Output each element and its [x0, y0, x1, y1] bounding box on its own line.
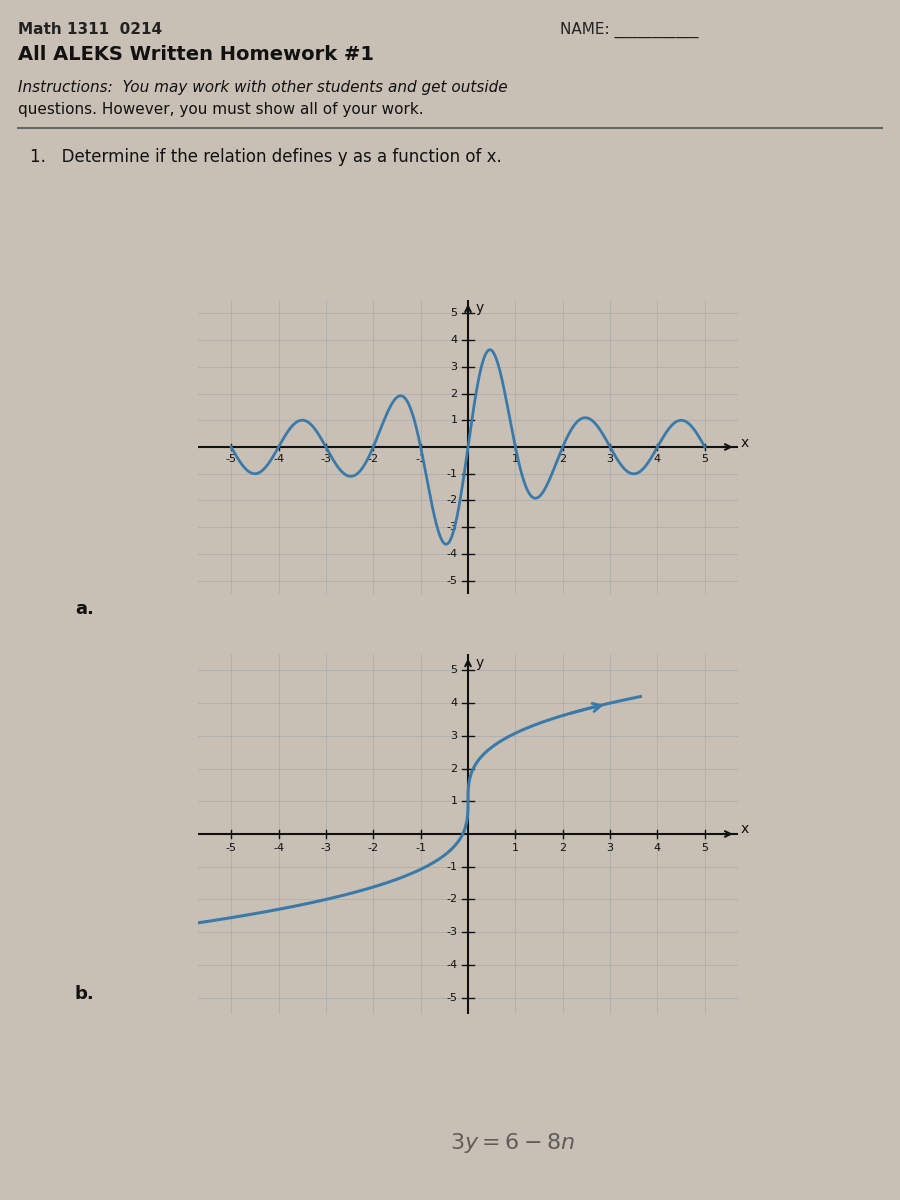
Text: -3: -3: [446, 928, 457, 937]
Text: 2: 2: [451, 763, 457, 774]
Text: 1.   Determine if the relation defines y as a function of x.: 1. Determine if the relation defines y a…: [30, 148, 502, 166]
Text: -4: -4: [273, 844, 284, 853]
Text: 1: 1: [512, 844, 519, 853]
Text: 4: 4: [654, 844, 661, 853]
Text: x: x: [741, 822, 749, 836]
Text: 3: 3: [607, 844, 614, 853]
Text: 3: 3: [451, 731, 457, 740]
Text: x: x: [741, 436, 749, 450]
Text: $3y=6-8n$: $3y=6-8n$: [450, 1130, 575, 1154]
Text: All ALEKS Written Homework #1: All ALEKS Written Homework #1: [18, 44, 374, 64]
Text: 5: 5: [451, 665, 457, 676]
Text: NAME: ___________: NAME: ___________: [560, 22, 698, 38]
Text: Instructions:  You may work with other students and get outside: Instructions: You may work with other st…: [18, 80, 508, 95]
Text: 1: 1: [451, 415, 457, 425]
Text: questions. However, you must show all of your work.: questions. However, you must show all of…: [18, 102, 424, 116]
Text: -4: -4: [446, 548, 457, 559]
Text: -3: -3: [446, 522, 457, 532]
Text: 3: 3: [607, 455, 614, 464]
Text: 4: 4: [451, 335, 457, 346]
Text: -1: -1: [446, 862, 457, 871]
Text: 4: 4: [654, 455, 661, 464]
Text: -5: -5: [226, 844, 237, 853]
Text: -4: -4: [446, 960, 457, 970]
Text: -1: -1: [446, 469, 457, 479]
Text: 5: 5: [701, 844, 708, 853]
Text: -3: -3: [320, 455, 331, 464]
Text: 1: 1: [451, 797, 457, 806]
Text: a.: a.: [75, 600, 94, 618]
Text: -5: -5: [226, 455, 237, 464]
Text: -2: -2: [368, 455, 379, 464]
Text: 2: 2: [451, 389, 457, 398]
Text: 3: 3: [451, 362, 457, 372]
Text: 1: 1: [512, 455, 519, 464]
Text: b.: b.: [75, 985, 94, 1003]
Text: 2: 2: [559, 455, 566, 464]
Text: 5: 5: [451, 308, 457, 318]
Text: -3: -3: [320, 844, 331, 853]
Text: -2: -2: [446, 496, 457, 505]
Text: 5: 5: [701, 455, 708, 464]
Text: -4: -4: [273, 455, 284, 464]
Text: -2: -2: [446, 894, 457, 905]
Text: y: y: [475, 301, 483, 316]
Text: -5: -5: [446, 576, 457, 586]
Text: 4: 4: [451, 698, 457, 708]
Text: y: y: [475, 655, 483, 670]
Text: -2: -2: [368, 844, 379, 853]
Text: -1: -1: [415, 844, 426, 853]
Text: Math 1311  0214: Math 1311 0214: [18, 22, 162, 37]
Text: -5: -5: [446, 992, 457, 1003]
Text: -1: -1: [415, 455, 426, 464]
Text: 2: 2: [559, 844, 566, 853]
